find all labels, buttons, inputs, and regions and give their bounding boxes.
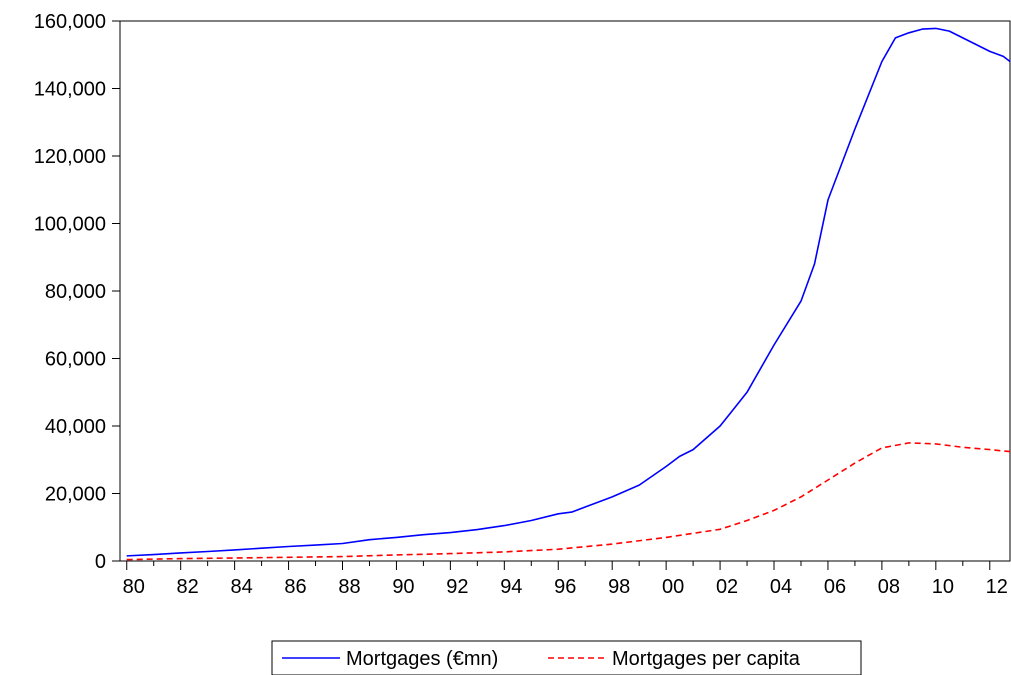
- x-tick-label: 08: [878, 576, 900, 598]
- x-tick-label: 80: [123, 576, 145, 598]
- series-line-mortgages: [126, 27, 1011, 557]
- y-tick-label: 20,000: [45, 484, 106, 506]
- x-tick-label: 00: [662, 576, 684, 598]
- x-tick-label: 90: [392, 576, 414, 598]
- x-tick-label: 12: [986, 576, 1008, 598]
- x-tick-label: 94: [500, 576, 522, 598]
- x-tick-label: 92: [446, 576, 468, 598]
- series-layer: [126, 27, 1011, 561]
- plot-area: [119, 20, 1011, 562]
- legend-label-mortgages: Mortgages (€mn): [346, 648, 498, 670]
- x-tick-label: 86: [284, 576, 306, 598]
- x-tick-label: 82: [177, 576, 199, 598]
- y-tick-label: 120,000: [34, 146, 106, 168]
- y-axis: 0 20,000 40,000 60,000 80,000 100,000 120,000 1…: [34, 11, 120, 573]
- x-tick-label: 84: [230, 576, 252, 598]
- x-tick-label: 06: [824, 576, 846, 598]
- y-tick-label: 0: [95, 551, 106, 573]
- y-tick-label: 60,000: [45, 349, 106, 371]
- legend: Mortgages (€mn) Mortgages per capita: [271, 640, 862, 675]
- x-tick-label: 02: [716, 576, 738, 598]
- x-tick-label: 98: [608, 576, 630, 598]
- x-tick-label: 88: [338, 576, 360, 598]
- x-axis: 80 82 84 86 88 90 92 94 96 98 00 02 04 06 08 10 12: [123, 561, 1008, 598]
- y-tick-label: 140,000: [34, 79, 106, 101]
- x-tick-label: 10: [932, 576, 954, 598]
- y-tick-label: 40,000: [45, 416, 106, 438]
- legend-label-mortgages-per-capita: Mortgages per capita: [612, 648, 801, 670]
- legend-box: [271, 640, 862, 675]
- y-tick-label: 160,000: [34, 11, 106, 33]
- x-tick-label: 04: [770, 576, 792, 598]
- y-tick-label: 80,000: [45, 281, 106, 303]
- series-line-mortgages-per-capita: [126, 442, 1011, 561]
- x-tick-label: 96: [554, 576, 576, 598]
- y-tick-label: 100,000: [34, 214, 106, 236]
